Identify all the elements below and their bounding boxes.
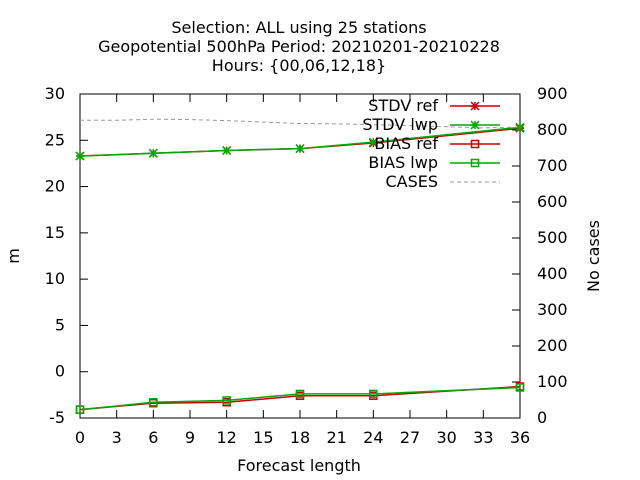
y2-tick-label: 0	[537, 408, 547, 427]
y2-tick-label: 800	[537, 120, 568, 139]
y2-axis-label: No cases	[584, 220, 603, 292]
legend-label: CASES	[385, 172, 438, 191]
x-tick-label: 12	[216, 428, 236, 447]
y-tick-label: 0	[55, 362, 65, 381]
series-bias-lwp	[75, 383, 525, 414]
x-tick-label: 33	[473, 428, 493, 447]
title-line-2: Geopotential 500hPa Period: 20210201-202…	[98, 37, 500, 56]
data-point	[75, 405, 85, 414]
y2-tick-label: 900	[537, 84, 568, 103]
legend-item: BIAS ref	[374, 134, 500, 153]
x-axis-label: Forecast length	[237, 456, 361, 475]
x-tick-label: 27	[400, 428, 420, 447]
title-line-1: Selection: ALL using 25 stations	[171, 18, 426, 37]
legend-swatch-marker	[470, 101, 480, 111]
y2-axis: 0 100 200 300 400 500 600 700 800 900	[512, 84, 568, 427]
y-tick-label: 10	[45, 269, 65, 288]
data-point	[222, 396, 231, 405]
x-tick-label: 0	[75, 428, 85, 447]
data-point	[222, 145, 232, 155]
x-tick-label: 18	[290, 428, 310, 447]
data-point	[75, 151, 85, 161]
data-point	[295, 144, 305, 154]
plot-border	[79, 93, 521, 419]
data-point	[515, 122, 525, 132]
y2-tick-label: 700	[537, 156, 568, 175]
x-tick-label: 21	[326, 428, 346, 447]
y-axis: -5 0 5 10 15 20 25 30	[45, 84, 88, 427]
series-line	[80, 118, 521, 129]
data-point	[149, 398, 158, 407]
data-point	[368, 137, 378, 147]
title-line-3: Hours: {00,06,12,18}	[212, 56, 386, 75]
y2-tick-label: 400	[537, 264, 568, 283]
data-point	[295, 389, 305, 399]
y-tick-label: -5	[49, 408, 65, 427]
x-tick-label: 3	[112, 428, 122, 447]
legend-swatch-marker	[470, 120, 480, 130]
legend-item: BIAS lwp	[368, 153, 500, 172]
y-tick-label: 20	[45, 177, 65, 196]
legend-swatch-marker	[470, 158, 480, 168]
y2-tick-label: 600	[537, 192, 568, 211]
x-tick-label: 6	[148, 428, 158, 447]
series-line	[79, 126, 521, 157]
x-tick-label: 36	[510, 428, 530, 447]
legend-item: STDV lwp	[362, 115, 500, 134]
data-point	[148, 148, 158, 158]
legend-item: CASES	[385, 172, 500, 191]
series-line	[79, 385, 521, 411]
series-cases	[80, 118, 521, 129]
series-stdv-ref	[75, 123, 525, 161]
y2-tick-label: 500	[537, 228, 568, 247]
series-line	[79, 386, 521, 411]
x-tick-label: 15	[253, 428, 273, 447]
x-axis: 0 3 6 9 12 15 18 21 24 27 30 33 36	[75, 94, 530, 447]
x-tick-label: 9	[185, 428, 195, 447]
y-tick-label: 30	[45, 84, 65, 103]
data-point	[515, 383, 525, 392]
chart-title: Selection: ALL using 25 stations Geopote…	[98, 18, 500, 75]
y2-tick-label: 200	[537, 336, 568, 355]
x-tick-label: 24	[363, 428, 383, 447]
y2-tick-label: 100	[537, 372, 568, 391]
x-tick-label: 30	[436, 428, 456, 447]
data-point	[369, 389, 378, 399]
y-tick-label: 5	[55, 315, 65, 334]
y-tick-label: 15	[45, 223, 65, 242]
series-layer	[75, 118, 525, 414]
legend-label: STDV ref	[368, 96, 438, 115]
y-axis-label: m	[4, 248, 23, 264]
legend-label: STDV lwp	[362, 115, 438, 134]
legend-label: BIAS lwp	[368, 153, 438, 172]
series-stdv-lwp	[75, 122, 525, 161]
y2-tick-label: 300	[537, 300, 568, 319]
legend-label: BIAS ref	[374, 134, 438, 153]
legend-swatch-marker	[470, 139, 480, 149]
y-tick-label: 25	[45, 130, 65, 149]
legend-item: STDV ref	[368, 96, 500, 115]
